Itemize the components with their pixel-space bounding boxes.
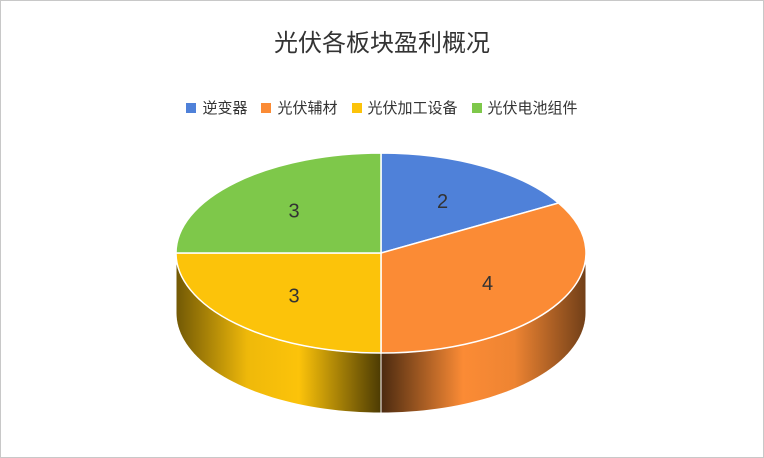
- legend-label: 光伏电池组件: [487, 99, 578, 117]
- chart-title: 光伏各板块盈利概况: [274, 29, 490, 57]
- legend-swatch: [471, 102, 482, 113]
- data-label: 3: [288, 285, 299, 307]
- legend-swatch: [186, 102, 197, 113]
- legend-item: 光伏加工设备: [351, 97, 458, 118]
- data-label: 2: [437, 191, 448, 213]
- legend-item: 逆变器: [186, 97, 247, 118]
- legend-item: 光伏辅材: [261, 97, 338, 118]
- pie-slice[interactable]: [175, 252, 382, 354]
- legend-swatch: [351, 102, 362, 113]
- legend: 逆变器 光伏辅材 光伏加工设备 光伏电池组件: [1, 97, 763, 118]
- legend-item: 光伏电池组件: [471, 97, 578, 118]
- data-label: 4: [482, 273, 493, 295]
- pie-slice[interactable]: [380, 152, 561, 254]
- data-label: 3: [288, 201, 299, 223]
- pie-slice[interactable]: [380, 202, 587, 354]
- legend-label: 光伏加工设备: [367, 99, 458, 117]
- legend-label: 光伏辅材: [277, 99, 338, 117]
- legend-swatch: [261, 102, 272, 113]
- pie-slice[interactable]: [175, 152, 382, 254]
- legend-label: 逆变器: [202, 99, 248, 117]
